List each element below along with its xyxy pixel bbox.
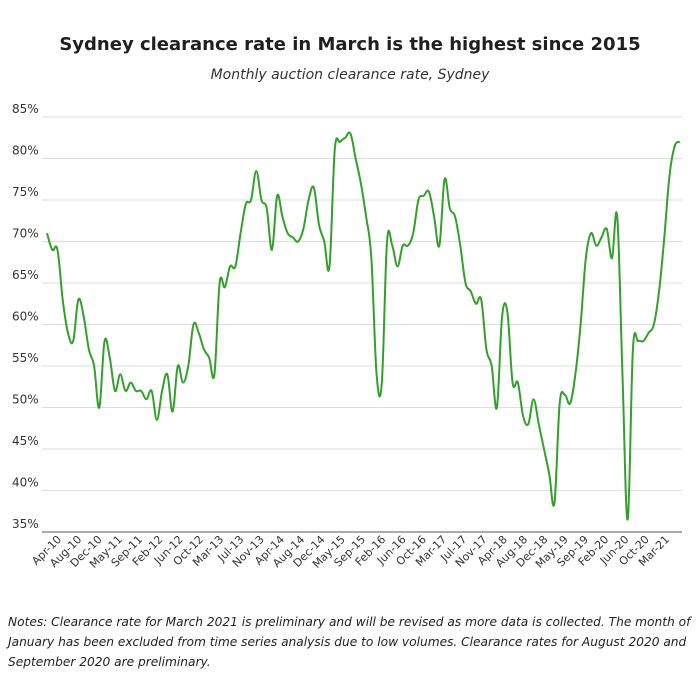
chart-notes: Notes: Clearance rate for March 2021 is … [8,615,691,669]
line-chart: 35% 40% 45% 50% 55% 60% 65% 70% 75% 80% 85% Apr-10… [12,102,682,571]
y-tick-label: 65% [12,268,39,282]
chart-subtitle: Monthly auction clearance rate, Sydney [210,67,490,83]
y-tick-label: 70% [12,227,39,241]
series-layer [46,131,681,521]
x-axis-ticks: Apr-10Aug-10Dec-10May-11Sep-11Feb-12Jun-… [29,533,672,571]
y-tick-label: 35% [12,517,39,531]
y-tick-label: 80% [12,144,39,158]
y-tick-label: 55% [12,351,39,365]
gridlines [42,116,682,533]
y-axis-ticks: 35% 40% 45% 50% 55% 60% 65% 70% 75% 80% 85% [12,102,39,531]
y-tick-label: 50% [12,393,39,407]
series-line-clearance-rate [46,131,681,521]
y-tick-label: 40% [12,476,39,490]
y-tick-label: 60% [12,310,39,324]
y-tick-label: 85% [12,102,39,116]
chart-title: Sydney clearance rate in March is the hi… [59,34,641,55]
y-tick-label: 45% [12,434,39,448]
y-tick-label: 75% [12,185,39,199]
